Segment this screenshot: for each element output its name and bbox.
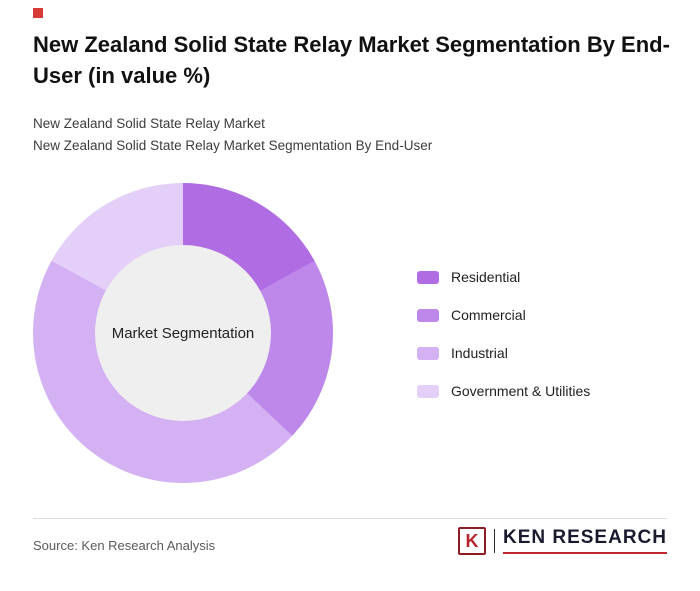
subtitle-line-1: New Zealand Solid State Relay Market: [33, 116, 265, 131]
legend-item-government-utilities: Government & Utilities: [417, 372, 590, 410]
logo-k-icon: K: [457, 527, 486, 555]
legend-swatch-commercial: [417, 308, 439, 322]
legend-label-commercial: Commercial: [451, 307, 526, 323]
subtitle-line-2: New Zealand Solid State Relay Market Seg…: [33, 137, 433, 153]
footer-divider: [33, 518, 667, 519]
legend-swatch-government-utilities: [417, 384, 439, 398]
legend-label-government-utilities: Government & Utilities: [451, 383, 591, 399]
accent-square: [33, 8, 43, 18]
legend-item-industrial: Industrial: [417, 334, 590, 372]
ken-research-logo: K KEN RESEARCH: [457, 527, 667, 555]
legend-item-commercial: Commercial: [417, 296, 590, 334]
logo-text-wrap: KEN RESEARCH: [502, 527, 667, 554]
page-title: New Zealand Solid State Relay Market Seg…: [33, 32, 670, 88]
logo-text: KEN RESEARCH: [502, 527, 667, 549]
chart-legend: Residential Commercial Industrial Govern…: [417, 258, 590, 410]
donut-chart-wrap: Market Segmentation: [33, 183, 333, 483]
logo-underline: [502, 551, 667, 554]
legend-label-industrial: Industrial: [451, 345, 508, 361]
donut-center-label: Market Segmentation: [111, 324, 255, 342]
legend-label-residential: Residential: [451, 269, 521, 285]
donut-hole: Market Segmentation: [95, 245, 271, 421]
logo-separator: [493, 529, 495, 553]
source-text: Source: Ken Research Analysis: [33, 538, 216, 553]
subtitle-block: New Zealand Solid State Relay Market New…: [33, 113, 673, 156]
legend-swatch-industrial: [417, 346, 439, 360]
legend-swatch-residential: [417, 270, 439, 284]
legend-item-residential: Residential: [417, 258, 590, 296]
